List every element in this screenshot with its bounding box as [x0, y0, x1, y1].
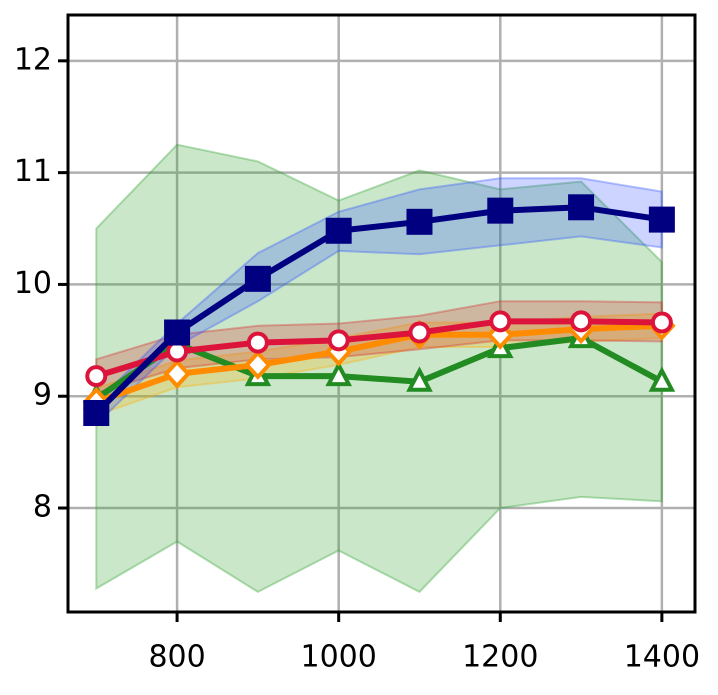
y-tick-label: 9	[33, 378, 52, 413]
y-tick-label: 11	[14, 154, 52, 189]
x-tick-label: 1000	[300, 640, 376, 675]
marker	[406, 208, 433, 235]
marker	[406, 366, 433, 392]
marker	[408, 321, 431, 344]
marker	[487, 197, 514, 224]
series-line	[95, 318, 662, 379]
y-tick-label: 12	[14, 42, 52, 77]
marker	[568, 194, 595, 221]
marker	[244, 349, 272, 380]
marker	[570, 310, 593, 333]
x-tick-label: 800	[148, 640, 205, 675]
marker	[325, 360, 352, 387]
series-line	[94, 204, 663, 416]
marker	[489, 310, 512, 333]
marker	[325, 217, 352, 244]
marker	[246, 331, 269, 354]
y-tick-label: 10	[14, 266, 52, 301]
marker	[85, 365, 108, 388]
plot-frame	[66, 13, 697, 614]
marker	[163, 358, 191, 389]
marker	[327, 329, 350, 352]
marker	[164, 319, 191, 346]
marker	[648, 366, 676, 392]
marker	[648, 206, 675, 233]
y-tick-label: 8	[33, 490, 52, 525]
series-line	[95, 322, 662, 405]
band	[95, 177, 663, 427]
x-tick-label: 1200	[462, 640, 538, 675]
marker	[650, 311, 673, 334]
marker	[244, 265, 271, 292]
marker	[83, 400, 110, 426]
band	[95, 143, 663, 594]
x-tick-label: 1400	[624, 640, 700, 675]
